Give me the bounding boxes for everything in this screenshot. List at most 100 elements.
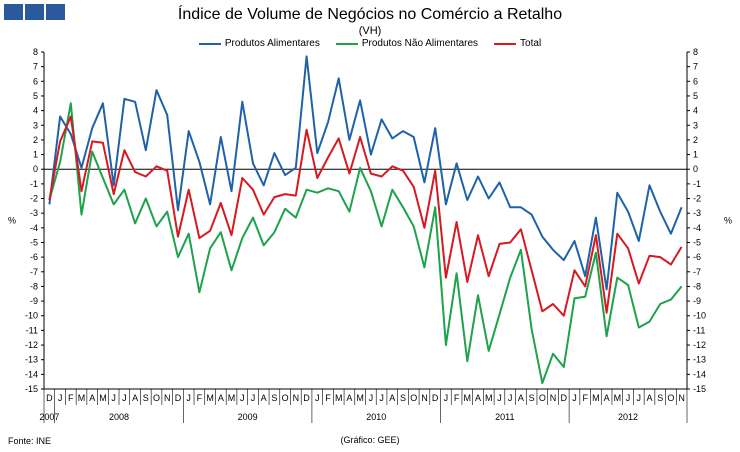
legend-label: Total [520,38,542,49]
x-tick-label: N [164,393,171,403]
x-tick-label: M [356,393,364,403]
source-note: Fonte: INE [8,436,52,446]
y-tick-label-right: -7 [693,267,701,277]
x-tick-label: M [464,393,472,403]
y-tick-label-left: -2 [30,194,38,204]
series-line-total [48,115,683,317]
chart-title: Índice de Volume de Negócios no Comércio… [177,6,563,23]
x-tick-label: J [240,393,245,403]
x-tick-label: A [604,393,610,403]
x-tick-label: J [186,393,191,403]
x-tick-label: F [582,393,588,403]
y-tick-label-left: 5 [33,91,38,101]
x-tick-label: D [175,393,182,403]
y-tick-label-right: 3 [693,120,698,130]
chart-subtitle: (VH) [358,25,382,37]
x-tick-label: J [111,393,116,403]
y-tick-label-right: -3 [693,208,701,218]
x-tick-label: M [614,393,622,403]
y-tick-label-left: 8 [33,47,38,57]
y-tick-label-right: -5 [693,237,701,247]
y-tick-label-left: -7 [30,267,38,277]
y-tick-label-left: -10 [25,311,38,321]
legend-item-total: Total [494,38,541,49]
chart-legend: Produtos Alimentares Produtos Não Alimen… [0,38,740,49]
y-tick-label-right: -1 [693,179,701,189]
x-tick-label: J [379,393,384,403]
x-tick-label: A [261,393,267,403]
y-tick-label-left: -13 [25,355,38,365]
x-tick-label: O [282,393,289,403]
credit-note: (Gráfico: GEE) [340,435,400,445]
x-tick-label: J [251,393,256,403]
x-tick-label: O [410,393,417,403]
x-tick-label: F [325,393,331,403]
x-tick-label: M [485,393,493,403]
x-tick-label: D [303,393,310,403]
y-tick-label-right: -12 [693,340,706,350]
year-label: 2012 [618,412,638,422]
y-tick-label-left: -14 [25,369,38,379]
x-tick-label: J [572,393,577,403]
x-tick-label: A [646,393,652,403]
y-tick-label-left: -11 [26,325,38,335]
y-tick-label-right: -8 [693,281,701,291]
x-tick-label: N [293,393,300,403]
y-tick-label-right: -15 [693,384,706,394]
y-tick-label-right: 6 [693,76,698,86]
legend-item-nao-alimentares: Produtos Não Alimentares [335,38,479,49]
x-tick-label: J [626,393,631,403]
year-label: 2009 [238,412,258,422]
y-axis-unit-right: % [724,216,732,226]
y-tick-label-right: 7 [693,62,698,72]
legend-label: Produtos Não Alimentares [361,38,479,49]
x-tick-label: J [369,393,374,403]
x-tick-label: N [550,393,557,403]
legend-swatch [494,42,517,45]
x-tick-label: A [389,393,395,403]
series-line-alimentares [48,55,683,291]
y-tick-label-right: 4 [693,106,698,116]
x-tick-label: J [497,393,502,403]
x-tick-label: O [153,393,160,403]
year-label: 2010 [366,412,386,422]
x-tick-label: S [143,393,149,403]
y-axis-unit-left: % [8,216,16,226]
y-tick-label-left: 7 [33,62,38,72]
x-tick-label: J [637,393,642,403]
x-tick-label: M [99,393,107,403]
x-tick-label: M [335,393,343,403]
x-tick-label: S [529,393,535,403]
x-tick-label: S [657,393,663,403]
x-tick-label: A [346,393,352,403]
y-tick-label-right: 0 [693,164,698,174]
x-tick-label: J [508,393,513,403]
x-tick-label: O [539,393,546,403]
year-label: 2008 [109,412,129,422]
x-tick-label: J [444,393,449,403]
x-tick-label: J [315,393,320,403]
y-tick-label-left: -12 [25,340,38,350]
x-tick-label: N [421,393,428,403]
y-tick-label-left: -15 [25,384,38,394]
y-tick-label-left: -5 [30,237,38,247]
y-tick-label-left: -6 [30,252,38,262]
x-tick-label: F [454,393,460,403]
y-tick-label-right: -13 [693,355,706,365]
logo-block [46,4,65,20]
y-tick-label-right: -4 [693,223,701,233]
x-tick-label: F [197,393,203,403]
x-tick-label: S [271,393,277,403]
x-tick-label: J [58,393,63,403]
y-tick-label-left: -9 [30,296,38,306]
y-tick-label-left: 3 [33,120,38,130]
y-tick-label-left: -3 [30,208,38,218]
x-tick-label: A [218,393,224,403]
y-tick-label-right: -9 [693,296,701,306]
x-tick-label: M [228,393,236,403]
y-tick-label-left: 4 [33,106,38,116]
y-tick-label-right: 2 [693,135,698,145]
x-tick-label: A [518,393,524,403]
legend-swatch [335,42,358,45]
